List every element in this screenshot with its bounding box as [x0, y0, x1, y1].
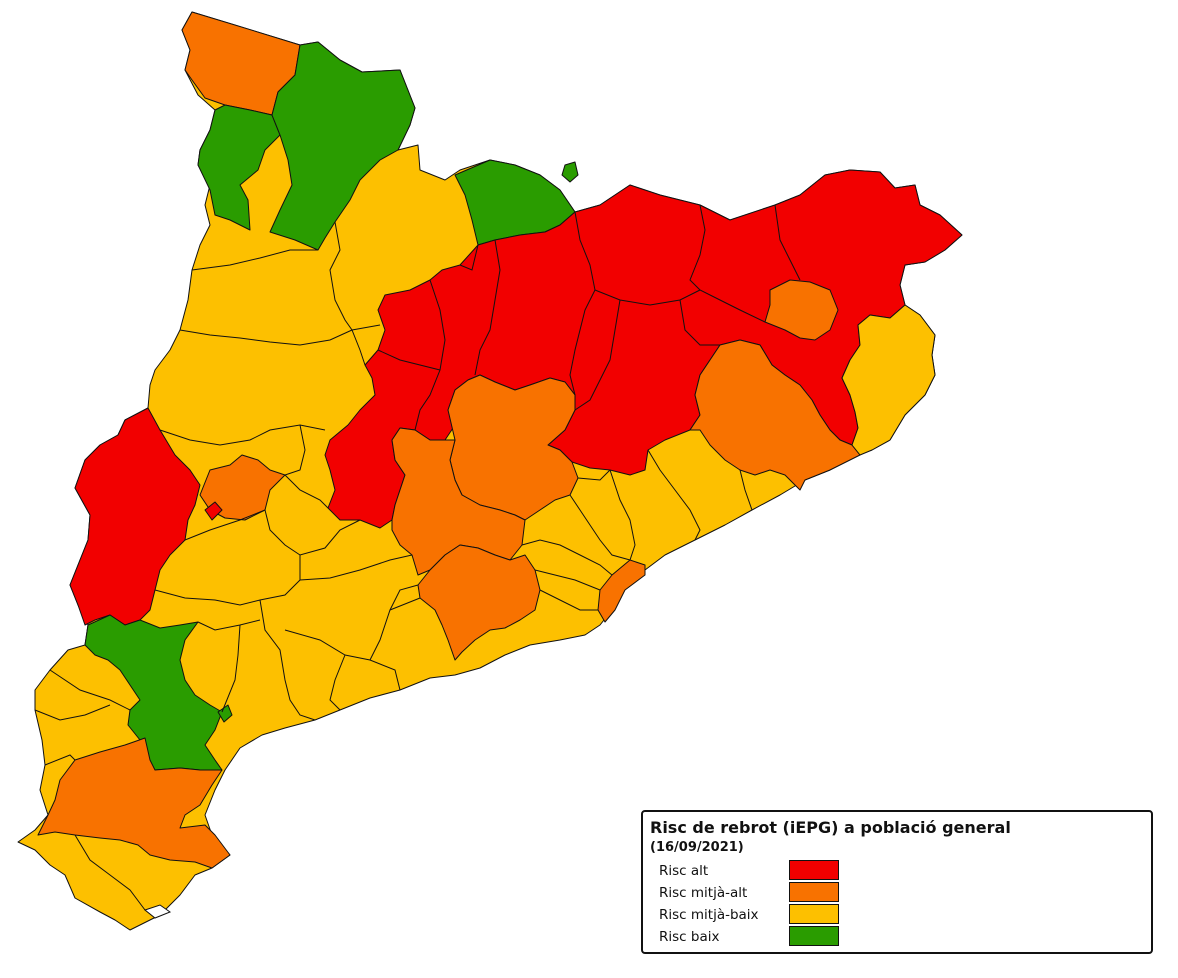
region-llivia — [561, 161, 579, 183]
legend-item-baix: Risc baix — [659, 926, 849, 948]
legend-label-mitja-alt: Risc mitjà-alt — [659, 885, 748, 901]
legend-item-alt: Risc alt — [659, 860, 849, 882]
region-alt-penedes — [417, 544, 541, 661]
comarca-boundaries — [34, 204, 801, 911]
legend-item-mitja-alt: Risc mitjà-alt — [659, 882, 849, 904]
region-selva — [689, 339, 861, 491]
legend: Risc de rebrot (iEPG) a població general… — [641, 810, 1153, 954]
region-lleida-enclave — [204, 501, 223, 521]
legend-swatch-baix — [789, 926, 839, 946]
region-alta-ribagorca — [197, 104, 281, 231]
legend-item-mitja-baix: Risc mitjà-baix — [659, 904, 849, 926]
region-ribera-enclave — [217, 704, 233, 723]
legend-label-mitja-baix: Risc mitjà-baix — [659, 907, 759, 923]
legend-label-baix: Risc baix — [659, 929, 720, 945]
region-baix-ebre — [37, 737, 231, 869]
region-barcelones — [597, 559, 646, 623]
region-ribera-d-ebre — [84, 614, 223, 771]
delta-lagoon — [143, 904, 172, 919]
region-baix-emporda — [841, 304, 936, 456]
legend-swatch-mitja-alt — [789, 882, 839, 902]
legend-swatch-mitja-baix — [789, 904, 839, 924]
legend-label-alt: Risc alt — [659, 863, 709, 879]
legend-subtitle: (16/09/2021) — [650, 840, 744, 855]
region-pallars-sobira — [269, 41, 416, 251]
region-pla-de-l-estany — [764, 279, 839, 341]
legend-swatch-alt — [789, 860, 839, 880]
legend-title: Risc de rebrot (iEPG) a població general — [650, 818, 1011, 837]
